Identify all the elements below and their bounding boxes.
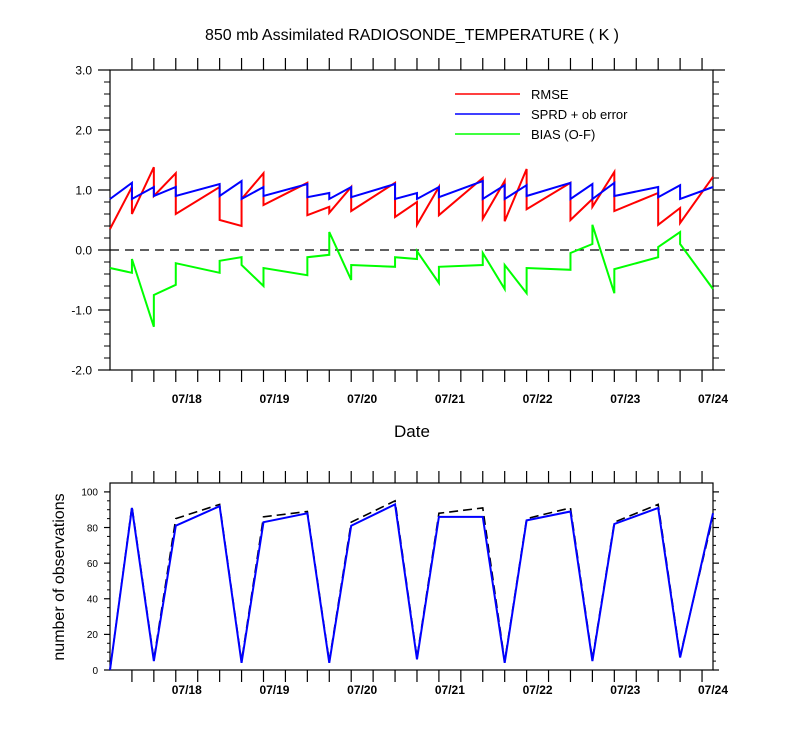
- series-line-observations-total: [109, 499, 714, 671]
- x-tick-label: 07/21: [435, 683, 465, 697]
- x-tick-label: 07/19: [259, 392, 289, 406]
- x-axis-label: Date: [394, 422, 430, 441]
- legend-label-rmse: RMSE: [531, 87, 569, 102]
- bottom-series-group: [109, 499, 714, 671]
- y-tick-label: 2.0: [75, 124, 92, 138]
- top-plot-frame: [109, 69, 714, 371]
- y-tick-label: 40: [87, 595, 99, 606]
- x-tick-label: 07/20: [347, 683, 377, 697]
- x-tick-label: 07/18: [172, 392, 202, 406]
- y-tick-label: 0.0: [75, 244, 92, 258]
- y-tick-label: 3.0: [75, 64, 92, 78]
- y-tick-label: -1.0: [71, 304, 92, 318]
- y-axis-label: number of observations: [51, 493, 68, 660]
- series-line-rmse: [109, 166, 714, 230]
- y-tick-label: 0: [92, 666, 98, 677]
- top-panel: -2.0 -1.0 0.0 1.0 2.0 3.0 07/18 07/19 07/20 07/2…: [71, 58, 728, 441]
- series-line-sprd-ob-error: [109, 179, 714, 201]
- x-tick-label: 07/22: [523, 392, 553, 406]
- y-tick-label: -2.0: [71, 364, 92, 378]
- y-tick-label: 60: [87, 559, 99, 570]
- x-tick-label: 07/20: [347, 392, 377, 406]
- top-series-group: [109, 166, 714, 328]
- x-tick-label: 07/21: [435, 392, 465, 406]
- top-y-axis: -2.0 -1.0 0.0 1.0 2.0 3.0: [71, 64, 725, 378]
- y-tick-label: 100: [81, 488, 98, 499]
- bottom-x-axis: 07/18 07/19 07/20 07/21 07/22 07/23 07/24: [131, 471, 728, 697]
- y-tick-label: 80: [87, 523, 99, 534]
- y-tick-label: 1.0: [75, 184, 92, 198]
- x-tick-label: 07/24: [698, 392, 728, 406]
- top-x-axis: 07/18 07/19 07/20 07/21 07/22 07/23 07/24: [131, 58, 728, 406]
- x-tick-label: 07/19: [259, 683, 289, 697]
- series-line-bias-o-f: [109, 224, 714, 328]
- x-tick-label: 07/23: [610, 683, 640, 697]
- x-tick-label: 07/22: [523, 683, 553, 697]
- bottom-y-axis: 0 20 40 60 80 100: [81, 488, 719, 677]
- legend-label-sprd: SPRD + ob error: [531, 107, 628, 122]
- legend: RMSE SPRD + ob error BIAS (O-F): [455, 87, 628, 142]
- legend-label-bias: BIAS (O-F): [531, 127, 595, 142]
- x-tick-label: 07/23: [610, 392, 640, 406]
- series-line-observations-assimilated: [109, 502, 714, 671]
- bottom-plot-frame: [109, 482, 714, 671]
- chart-title: 850 mb Assimilated RADIOSONDE_TEMPERATUR…: [205, 27, 619, 44]
- x-tick-label: 07/24: [698, 683, 728, 697]
- x-tick-label: 07/18: [172, 683, 202, 697]
- y-tick-label: 20: [87, 630, 99, 641]
